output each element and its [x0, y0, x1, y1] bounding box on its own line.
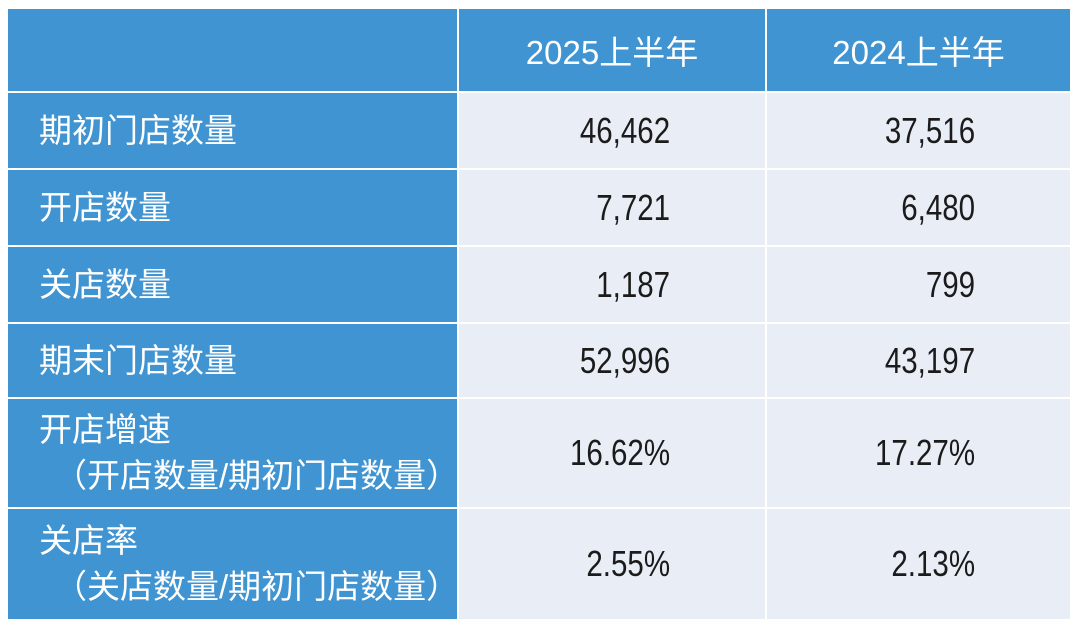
- row-label-opening-growth-rate: 开店增速 （开店数量/期初门店数量）: [8, 399, 457, 507]
- row-label-text: 关店数量: [39, 265, 171, 303]
- value-2025-beginning-stores: 46,462: [459, 93, 765, 168]
- row-label-formula: （关店数量/期初门店数量）: [54, 568, 457, 605]
- value-2024-opening-growth-rate: 17.27%: [767, 399, 1070, 507]
- value-2025-opened-stores: 7,721: [459, 170, 765, 245]
- store-count-table: 2025上半年 2024上半年 期初门店数量 46,462 37,516 开店数…: [8, 9, 1070, 619]
- value-text: 43,197: [884, 339, 975, 381]
- value-text: 16.62%: [569, 432, 670, 473]
- row-label-closed-stores: 关店数量: [8, 247, 457, 322]
- value-2025-ending-stores: 52,996: [459, 324, 765, 397]
- value-2024-ending-stores: 43,197: [767, 324, 1070, 397]
- row-label-text: 开店增速: [39, 411, 171, 448]
- value-text: 7,721: [596, 186, 670, 228]
- value-text: 2.13%: [891, 543, 975, 584]
- row-label-text: 期末门店数量: [39, 341, 237, 379]
- header-cell-blank: [8, 9, 457, 91]
- value-2025-closure-rate: 2.55%: [459, 509, 765, 619]
- value-text: 37,516: [884, 109, 975, 151]
- value-text: 46,462: [579, 109, 670, 151]
- row-label-formula: （开店数量/期初门店数量）: [54, 457, 457, 494]
- row-label-closure-rate: 关店率 （关店数量/期初门店数量）: [8, 509, 457, 619]
- row-label-text: 开店数量: [39, 188, 171, 226]
- value-2024-beginning-stores: 37,516: [767, 93, 1070, 168]
- row-label-ending-stores: 期末门店数量: [8, 324, 457, 397]
- row-label-beginning-stores: 期初门店数量: [8, 93, 457, 168]
- row-label-text: 期初门店数量: [39, 111, 237, 149]
- value-2024-closed-stores: 799: [767, 247, 1070, 322]
- value-text: 6,480: [901, 186, 975, 228]
- value-text: 1,187: [596, 263, 670, 305]
- value-text: 799: [925, 263, 975, 305]
- value-text: 17.27%: [874, 432, 975, 473]
- header-cell-2025h1: 2025上半年: [459, 9, 765, 91]
- value-text: 52,996: [579, 339, 670, 381]
- value-2025-closed-stores: 1,187: [459, 247, 765, 322]
- value-2025-opening-growth-rate: 16.62%: [459, 399, 765, 507]
- header-cell-2024h1: 2024上半年: [767, 9, 1070, 91]
- row-label-opened-stores: 开店数量: [8, 170, 457, 245]
- row-label-text: 关店率: [39, 522, 138, 559]
- value-2024-opened-stores: 6,480: [767, 170, 1070, 245]
- value-text: 2.55%: [586, 543, 670, 584]
- value-2024-closure-rate: 2.13%: [767, 509, 1070, 619]
